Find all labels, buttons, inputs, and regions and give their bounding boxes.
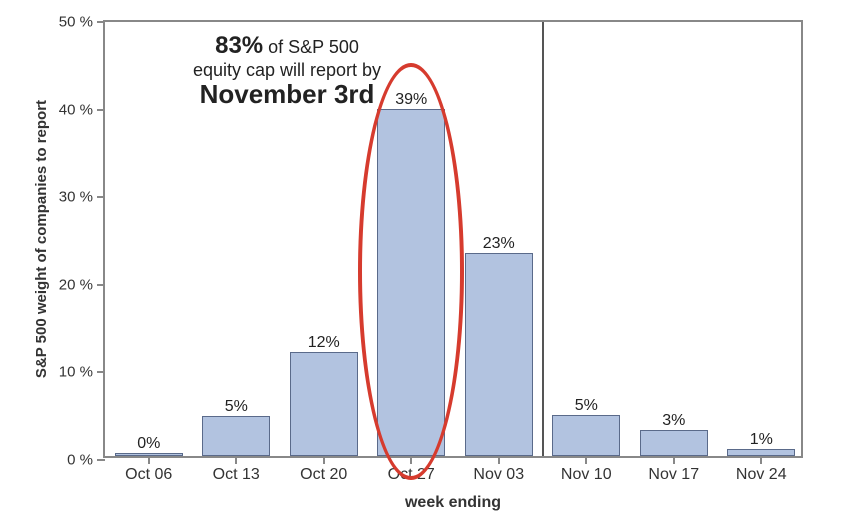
bar — [552, 415, 620, 456]
bar-value-label: 1% — [750, 431, 773, 453]
xtick-label: Nov 03 — [473, 456, 524, 484]
bar — [202, 416, 270, 456]
divider-vline — [542, 22, 544, 456]
ytick-label: 20 % — [59, 276, 105, 293]
bar-value-label: 23% — [483, 235, 515, 257]
bar-value-label: 0% — [137, 435, 160, 457]
x-axis-title: week ending — [405, 494, 501, 512]
ytick-label: 0 % — [67, 452, 105, 469]
xtick-label: Oct 13 — [213, 456, 260, 484]
ytick-label: 30 % — [59, 189, 105, 206]
xtick-label: Oct 06 — [125, 456, 172, 484]
xtick-label: Nov 17 — [648, 456, 699, 484]
plot-area: 0 %10 %20 %30 %40 %50 %0%Oct 065%Oct 131… — [103, 20, 803, 458]
ytick-label: 40 % — [59, 101, 105, 118]
bar-value-label: 5% — [575, 397, 598, 419]
ytick-label: 10 % — [59, 364, 105, 381]
ytick-label: 50 % — [59, 14, 105, 31]
bar — [465, 253, 533, 456]
annotation-callout: 83% of S&P 500equity cap will report byN… — [147, 32, 427, 110]
bar — [377, 109, 445, 456]
bar-value-label: 12% — [308, 334, 340, 356]
bar-value-label: 3% — [662, 412, 685, 434]
xtick-label: Nov 24 — [736, 456, 787, 484]
y-axis-title: S&P 500 weight of companies to report — [33, 20, 50, 458]
bar — [290, 352, 358, 456]
xtick-label: Oct 20 — [300, 456, 347, 484]
xtick-label: Nov 10 — [561, 456, 612, 484]
xtick-label: Oct 27 — [388, 456, 435, 484]
sp500-reporting-chart: 0 % 10 % 20 % 30 % 40 % 50 % 0%Oct 06 5% Oct 13 1… — [0, 0, 848, 530]
bar-value-label: 5% — [225, 398, 248, 420]
